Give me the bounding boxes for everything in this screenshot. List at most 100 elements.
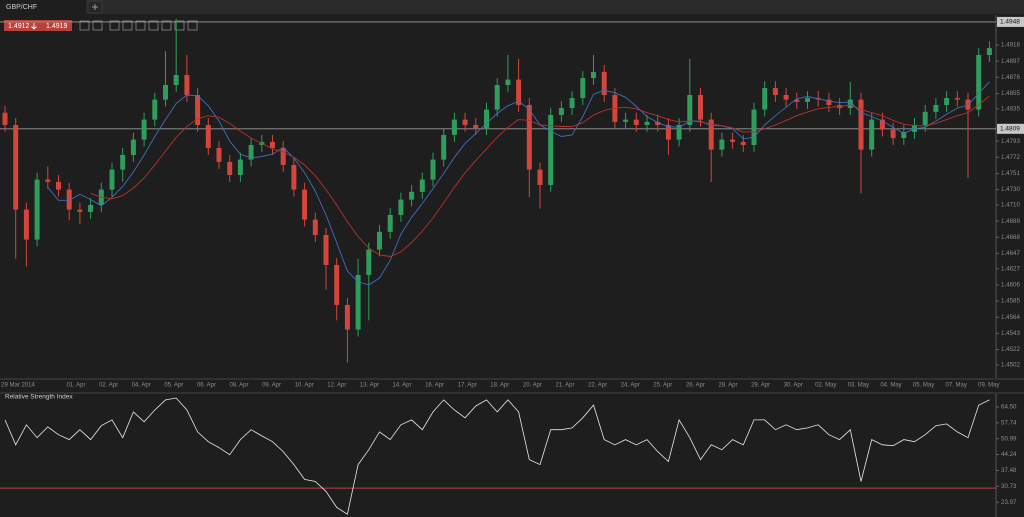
candle-body [676, 124, 682, 140]
quote-bid: 1.4912 [8, 23, 30, 30]
x-tick-label: 09. May [978, 383, 999, 389]
y-tick-label: 1.4751 [1001, 170, 1020, 177]
y-tick-label: 57.74 [1001, 419, 1017, 426]
x-tick-label: 16. Apr [425, 383, 444, 389]
candle-body [419, 179, 425, 192]
candle-body [719, 139, 725, 150]
y-tick-label: 1.4835 [1001, 105, 1020, 112]
toolbar-button[interactable] [174, 20, 185, 31]
candle-body [23, 209, 29, 240]
candle-body [13, 124, 19, 210]
candle-body [398, 199, 404, 215]
candle-body [665, 124, 671, 140]
y-tick-label: 1.4502 [1001, 362, 1020, 369]
candle-body [130, 139, 136, 155]
y-tick-label: 1.4689 [1001, 218, 1020, 225]
y-tick-label: 1.4564 [1001, 314, 1020, 321]
candle-body [976, 54, 982, 110]
quote-box[interactable] [4, 20, 72, 31]
price-label-box [997, 16, 1024, 27]
y-tick-label: 1.4772 [1001, 154, 1020, 161]
candle-body [163, 84, 168, 100]
candle-body [173, 74, 179, 85]
price-label: 1.4809 [1000, 126, 1020, 133]
candle-body [323, 234, 329, 265]
candle-body [77, 209, 83, 212]
x-tick-label: 07. May [946, 383, 967, 389]
candle-body [623, 119, 629, 122]
y-tick-label: 1.4585 [1001, 298, 1020, 305]
add-tab-button[interactable] [87, 0, 103, 14]
y-tick-label: 1.4647 [1001, 250, 1020, 257]
moving-average [90, 95, 990, 257]
candle-body [558, 108, 564, 115]
candle-body [109, 169, 115, 190]
x-tick-label: 21. Apr [555, 383, 574, 389]
candle-body [708, 119, 714, 150]
x-tick-label: 29 Mar 2014 [1, 383, 35, 389]
toolbar-button[interactable] [122, 20, 133, 31]
candle-body [312, 219, 318, 235]
toolbar-button[interactable] [79, 20, 90, 31]
candle-body [751, 109, 757, 145]
toolbar-button[interactable] [92, 20, 103, 31]
candle-body [441, 134, 447, 160]
candle-body [355, 274, 361, 330]
candle-body [462, 119, 468, 125]
x-tick-label: 10. Apr [295, 383, 314, 389]
candle-body [387, 214, 393, 232]
candle-body [783, 94, 789, 100]
candle-body [655, 121, 661, 125]
candle-body [698, 94, 703, 120]
candle-body [516, 79, 522, 105]
quote-arrow [31, 23, 37, 30]
candle-body [794, 99, 800, 102]
candle-body [548, 114, 554, 185]
candle-body [644, 121, 650, 125]
y-tick-label: 1.4855 [1001, 90, 1020, 97]
x-tick-label: 24. Apr [621, 383, 640, 389]
toolbar-button[interactable] [161, 20, 172, 31]
candle-body [687, 94, 693, 125]
toolbar-button[interactable] [148, 20, 159, 31]
x-tick-label: 30. Apr [784, 383, 803, 389]
quote-ask: 1.4919 [46, 23, 68, 30]
candle-body [858, 99, 864, 150]
candle-body [922, 111, 928, 125]
y-tick-label: 1.4522 [1001, 346, 1020, 353]
y-tick-label: 50.99 [1001, 435, 1017, 442]
candle-body [762, 88, 768, 110]
y-tick-label: 1.4606 [1001, 282, 1020, 289]
tab-bar [0, 0, 1024, 14]
x-tick-label: 06. Apr [197, 383, 216, 389]
candle-body [879, 119, 885, 130]
x-tick-label: 09. Apr [262, 383, 281, 389]
x-tick-label: 12. Apr [327, 383, 346, 389]
candle-body [451, 119, 457, 135]
y-tick-label: 1.4710 [1001, 202, 1020, 209]
x-tick-label: 14. Apr [392, 383, 411, 389]
rsi-line [4, 397, 990, 515]
candle-body [366, 249, 372, 275]
candle-body [141, 119, 147, 140]
candle-body [377, 231, 382, 250]
toolbar-button[interactable] [187, 20, 198, 31]
candle-body [580, 78, 586, 99]
candle-body [34, 179, 40, 240]
x-tick-label: 17. Apr [458, 383, 477, 389]
toolbar-button[interactable] [109, 20, 120, 31]
candle-body [869, 119, 875, 150]
x-tick-label: 04. Apr [132, 383, 151, 389]
candle-body [933, 104, 939, 112]
toolbar-button[interactable] [135, 20, 146, 31]
x-tick-label: 29. Apr [751, 383, 770, 389]
x-tick-label: 04. May [880, 383, 901, 389]
tab[interactable] [0, 0, 86, 14]
candle-body [195, 94, 201, 125]
candle-body [216, 148, 222, 162]
candle-body [2, 112, 8, 125]
candle-body [537, 169, 543, 185]
